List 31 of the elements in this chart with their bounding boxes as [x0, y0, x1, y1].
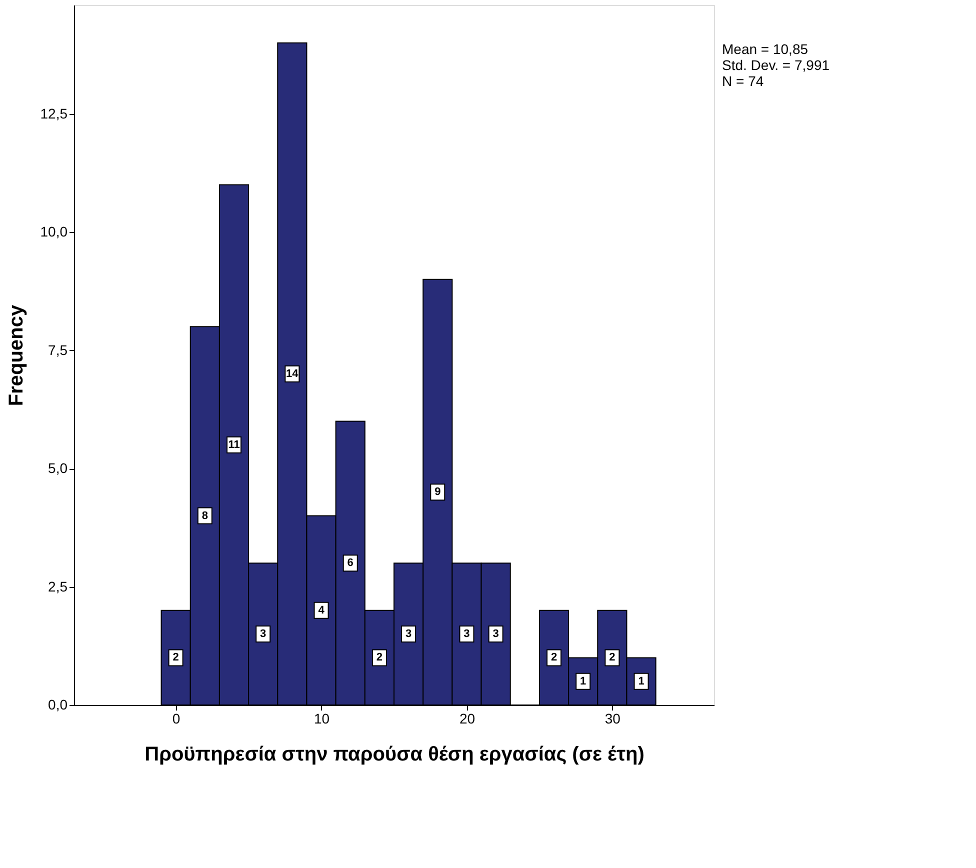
text: Mean = 10,85: [722, 41, 808, 57]
data-label: 6: [347, 557, 354, 570]
text: Std. Dev. = 7,991: [722, 57, 830, 73]
y-tick-label: 7,5: [48, 342, 68, 358]
y-tick-label: 10,0: [40, 224, 68, 240]
data-label: 2: [376, 652, 383, 664]
y-tick-label: 2,5: [48, 578, 68, 594]
x-tick-label: 10: [314, 710, 330, 726]
y-tick-label: 12,5: [40, 105, 68, 122]
data-label: 2: [609, 652, 616, 664]
data-label: 2: [172, 652, 179, 664]
data-label: 1: [580, 675, 586, 688]
text: N = 74: [722, 73, 764, 89]
data-label: 1: [638, 675, 644, 688]
data-label: 9: [434, 486, 441, 498]
data-label: 8: [202, 510, 208, 522]
data-label: 14: [286, 368, 300, 380]
data-label: 3: [492, 628, 499, 640]
x-tick-label: 0: [172, 710, 180, 726]
y-tick-label: 5,0: [48, 460, 68, 476]
data-label: 4: [318, 604, 326, 616]
data-label: 3: [464, 628, 470, 640]
y-tick-label: 0,0: [48, 696, 68, 712]
data-label: 11: [228, 438, 240, 451]
data-label: 3: [260, 628, 266, 640]
data-label: 3: [405, 628, 412, 640]
data-label: 2: [550, 652, 558, 664]
x-tick-label: 20: [459, 710, 476, 726]
x-axis-title: Προϋπηρεσία στην παρούσα θέση εργασίας (σε έτη): [144, 744, 644, 766]
x-tick-label: 30: [604, 710, 621, 726]
y-axis-title: Frequency: [5, 304, 28, 406]
